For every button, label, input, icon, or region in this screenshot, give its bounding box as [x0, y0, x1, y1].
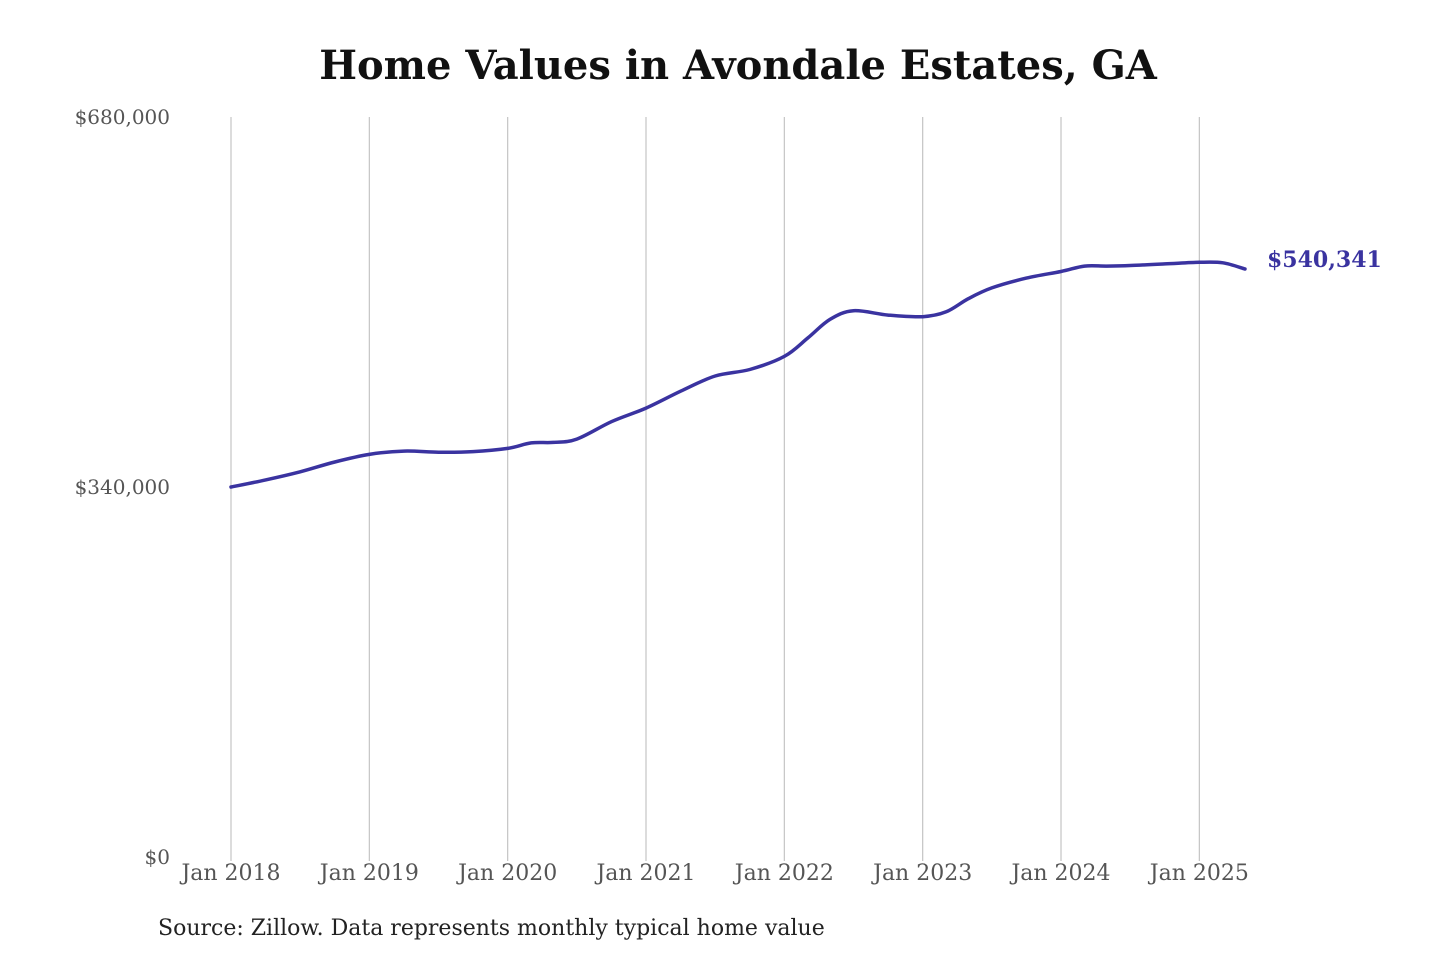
x-tick-label: Jan 2019: [318, 861, 419, 886]
y-tick-label: $680,000: [75, 105, 170, 129]
x-tick-label: Jan 2022: [733, 861, 834, 886]
x-tick-label: Jan 2021: [594, 861, 695, 886]
x-tick-label: Jan 2025: [1148, 861, 1249, 886]
x-tick-label: Jan 2023: [871, 861, 972, 886]
x-tick-label: Jan 2018: [179, 861, 280, 886]
source-note: Source: Zillow. Data represents monthly …: [158, 916, 825, 941]
y-tick-label: $340,000: [75, 475, 170, 499]
series-line: [229, 260, 1247, 489]
x-tick-label: Jan 2020: [456, 861, 557, 886]
chart-title: Home Values in Avondale Estates, GA: [319, 42, 1157, 89]
end-value-label: $540,341: [1267, 247, 1382, 273]
x-tick-label: Jan 2024: [1009, 861, 1110, 886]
y-tick-label: $0: [145, 845, 170, 869]
